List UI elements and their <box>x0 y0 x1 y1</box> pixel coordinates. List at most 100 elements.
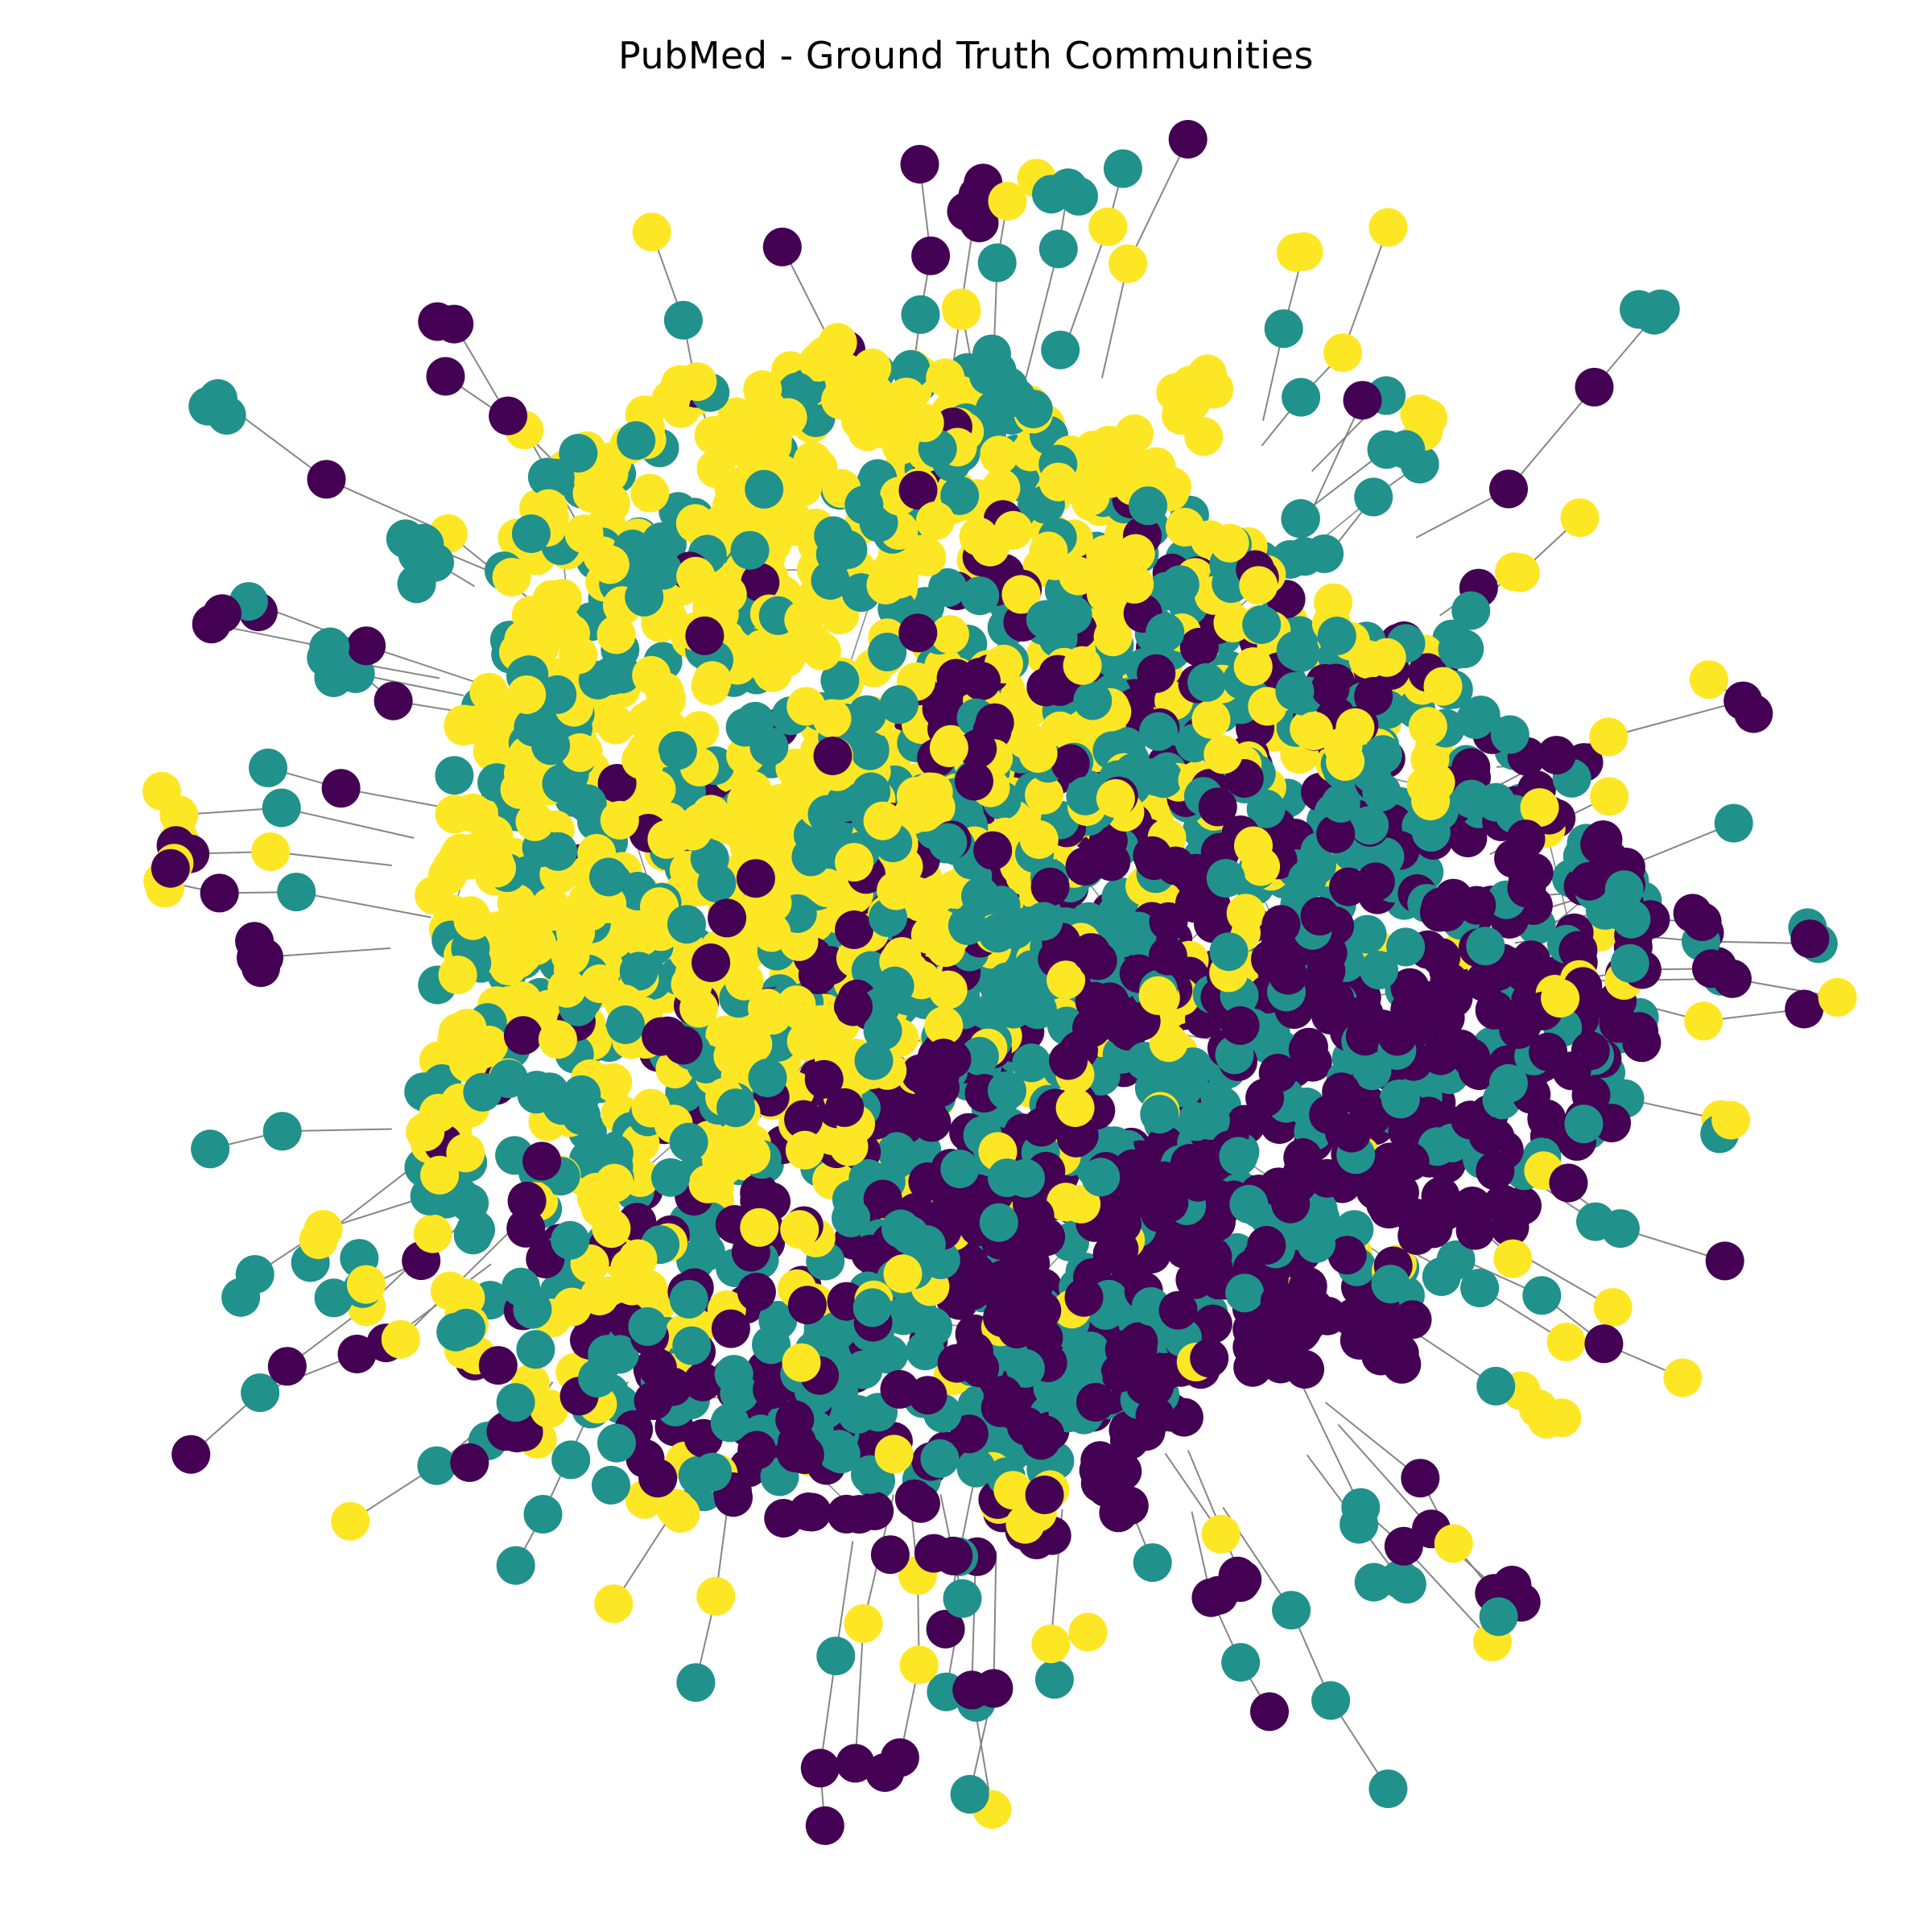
graph-node-community-2 <box>1409 398 1447 437</box>
graph-node-community-2 <box>530 1389 569 1428</box>
graph-node-community-2 <box>1059 556 1098 596</box>
graph-node-community-2 <box>1191 700 1231 739</box>
graph-node-community-2 <box>560 733 600 772</box>
graph-node-community-1 <box>1476 1366 1516 1406</box>
graph-node-community-2 <box>1138 976 1178 1015</box>
graph-node-community-0 <box>825 1088 865 1127</box>
graph-node-community-2 <box>696 1577 736 1616</box>
graph-node-community-2 <box>1323 333 1363 373</box>
graph-node-community-1 <box>791 837 831 877</box>
graph-node-community-0 <box>1286 1350 1324 1389</box>
graph-node-community-0 <box>955 762 993 801</box>
graph-node-community-1 <box>844 1350 883 1389</box>
graph-node-community-0 <box>1026 1415 1065 1455</box>
graph-node-community-2 <box>1689 660 1728 700</box>
graph-node-community-0 <box>1599 1004 1638 1043</box>
nodes-layer <box>142 120 1857 1845</box>
graph-node-community-1 <box>1005 1348 1045 1388</box>
graph-node-community-1 <box>450 1183 489 1223</box>
graph-node-community-1 <box>1146 613 1185 652</box>
graph-node-community-1 <box>511 514 551 553</box>
graph-node-community-0 <box>1245 1078 1285 1117</box>
graph-node-community-0 <box>1508 861 1547 900</box>
graph-node-community-1 <box>1348 914 1387 954</box>
graph-node-community-0 <box>1384 1526 1423 1566</box>
graph-node-community-2 <box>415 876 454 915</box>
graph-node-community-2 <box>1546 1323 1586 1362</box>
graph-node-community-0 <box>949 1414 989 1454</box>
graph-node-community-2 <box>899 1645 939 1685</box>
graph-edge <box>296 891 431 919</box>
graph-node-community-2 <box>419 1093 458 1133</box>
graph-node-community-2 <box>1294 712 1334 750</box>
graph-node-community-0 <box>1583 820 1623 860</box>
graph-node-community-2 <box>1277 233 1315 272</box>
graph-node-community-0 <box>1076 1382 1115 1422</box>
graph-node-community-2 <box>515 802 555 841</box>
graph-node-community-1 <box>928 823 968 862</box>
graph-node-community-2 <box>1166 507 1204 547</box>
graph-node-community-2 <box>448 1043 488 1083</box>
graph-node-community-2 <box>866 565 906 605</box>
graph-node-community-2 <box>926 358 965 398</box>
graph-node-community-0 <box>1356 862 1395 902</box>
graph-node-community-1 <box>884 1296 923 1335</box>
graph-edge <box>281 807 415 839</box>
graph-node-community-1 <box>436 1312 476 1352</box>
graph-edge <box>854 1623 865 1764</box>
graph-node-community-2 <box>531 887 571 927</box>
graph-node-community-2 <box>1367 638 1406 677</box>
graph-node-community-0 <box>1457 886 1496 925</box>
graph-node-community-2 <box>737 418 777 457</box>
graph-node-community-2 <box>1096 778 1135 818</box>
graph-node-community-1 <box>538 675 577 714</box>
graph-node-community-0 <box>986 1283 1025 1323</box>
graph-edge <box>993 1550 997 1689</box>
graph-node-community-0 <box>1504 952 1543 992</box>
graph-edge <box>1625 822 1735 868</box>
graph-node-community-0 <box>1724 681 1763 720</box>
graph-node-community-1 <box>745 469 784 509</box>
graph-node-community-0 <box>901 1484 940 1523</box>
graph-node-community-1 <box>1219 1137 1258 1176</box>
graph-node-community-2 <box>446 1133 485 1173</box>
graph-node-community-0 <box>1190 1339 1229 1378</box>
graph-node-community-1 <box>1140 1095 1179 1134</box>
graph-node-community-0 <box>489 396 528 436</box>
graph-node-community-2 <box>381 1319 420 1359</box>
graph-node-community-0 <box>1455 1211 1495 1250</box>
graph-node-community-2 <box>1226 894 1265 933</box>
graph-node-community-1 <box>1411 812 1451 852</box>
graph-node-community-0 <box>1311 996 1350 1035</box>
graph-node-community-1 <box>1436 1240 1476 1279</box>
graph-node-community-1 <box>1490 715 1530 754</box>
graph-node-community-0 <box>926 1609 965 1649</box>
graph-node-community-0 <box>1030 867 1070 906</box>
graph-node-community-1 <box>1066 776 1105 815</box>
graph-node-community-1 <box>1362 772 1402 811</box>
graph-node-community-2 <box>1589 717 1629 757</box>
graph-node-community-0 <box>804 1059 844 1099</box>
graph-node-community-2 <box>1368 208 1408 247</box>
graph-node-community-1 <box>913 1307 952 1346</box>
graph-node-community-0 <box>1193 1304 1232 1344</box>
graph-node-community-0 <box>1293 1042 1332 1082</box>
graph-node-community-2 <box>784 600 824 639</box>
graph-node-community-0 <box>764 1499 803 1538</box>
graph-node-community-0 <box>1158 1290 1198 1330</box>
graph-node-community-1 <box>1206 859 1245 898</box>
graph-node-community-1 <box>1452 779 1491 819</box>
graph-node-community-2 <box>1233 647 1273 687</box>
graph-node-community-0 <box>307 460 346 499</box>
graph-node-community-2 <box>1411 782 1451 821</box>
graph-node-community-1 <box>1466 927 1505 966</box>
graph-node-community-2 <box>1102 551 1141 591</box>
graph-node-community-1 <box>513 1290 552 1329</box>
graph-node-community-0 <box>1247 1226 1286 1265</box>
graph-node-community-2 <box>760 510 799 549</box>
graph-node-community-0 <box>880 1738 919 1777</box>
graph-node-community-1 <box>516 1330 555 1369</box>
graph-node-community-0 <box>1220 1563 1260 1602</box>
graph-node-community-2 <box>597 615 636 654</box>
graph-node-community-1 <box>207 395 246 435</box>
